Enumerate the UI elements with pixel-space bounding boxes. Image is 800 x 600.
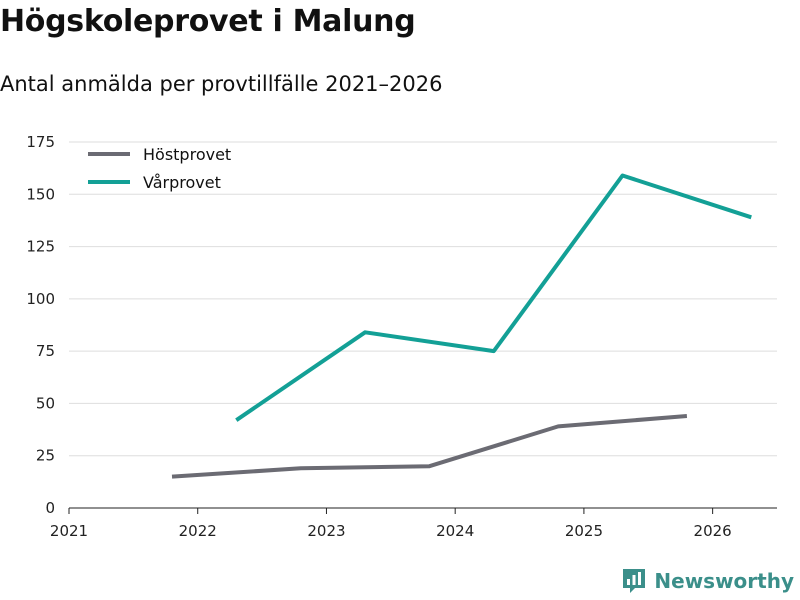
y-tick-label: 75 bbox=[36, 342, 55, 360]
data-point bbox=[426, 463, 432, 469]
data-point bbox=[362, 329, 368, 335]
data-point bbox=[748, 214, 754, 220]
x-tick-label: 2022 bbox=[179, 522, 217, 540]
y-tick-label: 25 bbox=[36, 447, 55, 465]
grid-lines bbox=[69, 141, 777, 457]
data-point bbox=[684, 413, 690, 419]
chart-subtitle: Antal anmälda per provtillfälle 2021–202… bbox=[0, 72, 443, 96]
data-point bbox=[169, 474, 175, 480]
brand: Newsworthy bbox=[622, 568, 794, 594]
x-tick-label: 2023 bbox=[307, 522, 345, 540]
x-tick-label: 2025 bbox=[565, 522, 603, 540]
x-tick-label: 2026 bbox=[694, 522, 732, 540]
y-tick-label: 50 bbox=[36, 394, 55, 412]
y-tick-label: 0 bbox=[45, 499, 55, 517]
data-point bbox=[555, 423, 561, 429]
x-tick-label: 2024 bbox=[436, 522, 474, 540]
legend: Höstprovet Vårprovet bbox=[88, 145, 231, 192]
data-point bbox=[233, 417, 239, 423]
series-lines bbox=[169, 172, 754, 480]
data-point bbox=[491, 348, 497, 354]
axes: 0 25 50 75 100 125 150 175 2021 2022 2023 2024 2025 2… bbox=[26, 133, 777, 540]
y-tick-label: 175 bbox=[26, 133, 55, 151]
chart-title: Högskoleprovet i Malung bbox=[0, 4, 416, 39]
series-line-1 bbox=[235, 173, 752, 422]
legend-label: Vårprovet bbox=[143, 173, 221, 192]
y-tick-label: 125 bbox=[26, 238, 55, 256]
data-point bbox=[298, 465, 304, 471]
data-point bbox=[620, 172, 626, 178]
y-tick-label: 150 bbox=[26, 185, 55, 203]
series-line-0 bbox=[171, 414, 688, 479]
y-tick-label: 100 bbox=[26, 290, 55, 308]
legend-label: Höstprovet bbox=[143, 145, 231, 164]
newsworthy-logo-icon bbox=[623, 569, 646, 593]
x-tick-label: 2021 bbox=[50, 522, 88, 540]
brand-name: Newsworthy bbox=[654, 569, 794, 593]
